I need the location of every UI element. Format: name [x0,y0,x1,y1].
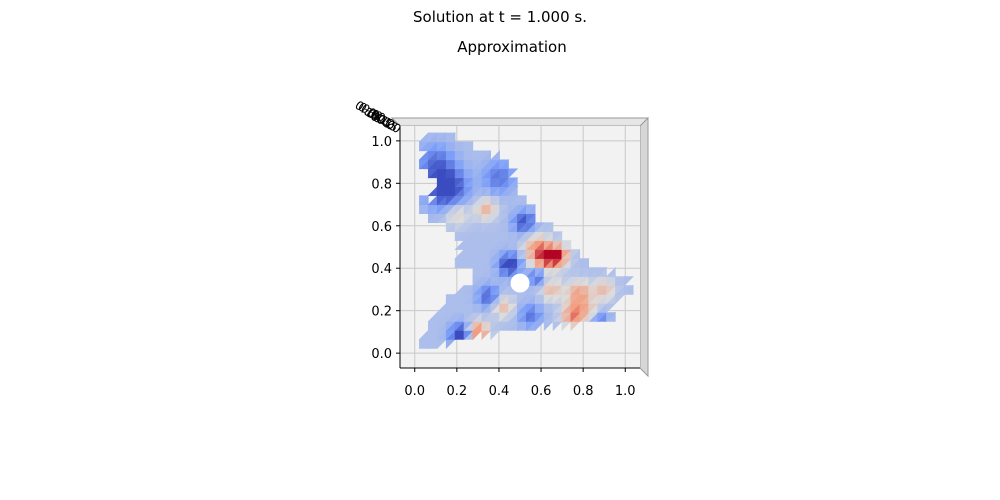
mesh-triangle [445,294,456,305]
mesh-triangle [463,285,474,296]
mesh-triangle [472,150,483,161]
mesh-triangle [436,132,447,143]
mesh-triangle [489,150,500,161]
axis-lines [399,126,640,369]
mesh-triangle [463,141,474,152]
x-tick-label: 1.0 [615,384,636,399]
y-tick-label: 0.8 [371,177,392,192]
mesh-triangle [517,195,528,206]
y-tick-labels: 0.0 0.2 0.4 0.6 0.8 1.0 [371,135,400,362]
z-tick-label: -0.20 [370,107,403,136]
mesh-triangle [508,177,519,188]
x-tick-label: 0.0 [404,384,425,399]
y-tick-label: 0.2 [371,305,392,320]
mesh-triangle [606,312,617,323]
mesh-triangle [445,132,456,143]
y-tick-label: 1.0 [371,135,392,150]
mesh-triangle [615,276,626,287]
x-tick-label: 0.4 [489,384,510,399]
z-tick-labels: 0.100.050.00-0.05-0.10-0.15-0.20 [352,98,403,136]
domain-hole [510,273,530,293]
mesh-triangle [561,240,572,251]
mesh-triangle [597,267,608,278]
mesh-triangle [570,249,581,260]
x-tick-label: 0.8 [573,384,594,399]
mesh-triangle [552,231,563,242]
surface-mesh [418,132,634,350]
back-wall-right [639,116,649,378]
plot-title: Approximation [457,38,567,56]
mesh-triangle [508,168,519,179]
mesh-triangle [588,267,599,278]
mesh-triangle [454,141,465,152]
figure-suptitle: Solution at t = 1.000 s. [413,8,587,26]
mesh-triangle [427,132,438,143]
y-tick-label: 0.0 [371,347,392,362]
x-tick-labels: 0.0 0.2 0.4 0.6 0.8 1.0 [404,368,636,399]
mesh-triangle [481,150,492,161]
x-tick-label: 0.6 [531,384,552,399]
mesh-triangle [534,222,545,233]
mesh-triangle [605,266,616,277]
back-wall-top [390,117,649,127]
mesh-triangle [623,276,634,287]
x-tick-label: 0.2 [446,384,467,399]
mesh-triangle [623,285,634,296]
y-tick-label: 0.6 [371,220,392,235]
y-tick-label: 0.4 [371,262,392,277]
mesh-triangle [543,222,554,233]
mesh-triangle [579,258,590,269]
mesh-triangle [499,159,510,170]
mesh-triangle [419,195,430,206]
mesh-triangle [525,204,536,215]
